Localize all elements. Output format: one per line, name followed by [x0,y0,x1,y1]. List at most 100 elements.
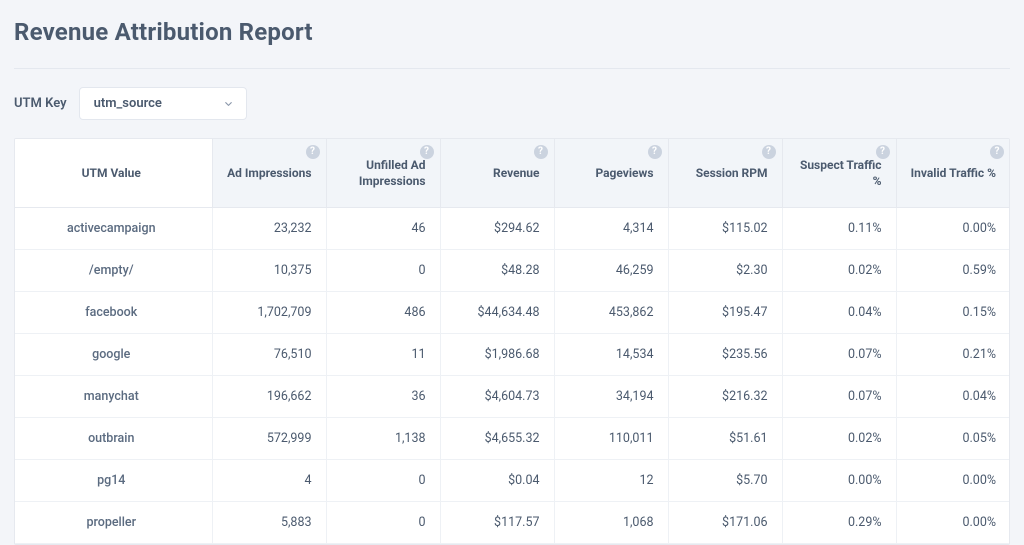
metric-cell: $171.06 [668,502,782,544]
metric-cell: 4,314 [554,208,668,250]
help-icon[interactable]: ? [306,145,320,159]
metric-cell: 0.00% [896,502,1010,544]
utm-value-cell: activecampaign [15,208,212,250]
table-body: activecampaign23,23246$294.624,314$115.0… [15,208,1010,544]
metric-cell: 572,999 [212,418,326,460]
metric-cell: 453,862 [554,292,668,334]
metric-cell: $117.57 [440,502,554,544]
metric-cell: $48.28 [440,250,554,292]
metric-cell: $294.62 [440,208,554,250]
column-header-label: Pageviews [595,166,653,180]
metric-cell: $4,604.73 [440,376,554,418]
metric-cell: $51.61 [668,418,782,460]
metric-cell: 0.07% [782,376,896,418]
table-row: /empty/10,3750$48.2846,259$2.300.02%0.59… [15,250,1010,292]
utm-value-cell: /empty/ [15,250,212,292]
metric-cell: 0.02% [782,250,896,292]
metric-cell: 11 [326,334,440,376]
table-header-row: UTM ValueAd Impressions?Unfilled Ad Impr… [15,139,1010,208]
table-row: outbrain572,9991,138$4,655.32110,011$51.… [15,418,1010,460]
metric-cell: 0.00% [896,460,1010,502]
metric-cell: 36 [326,376,440,418]
table-row: activecampaign23,23246$294.624,314$115.0… [15,208,1010,250]
metric-cell: $1,986.68 [440,334,554,376]
metric-cell: 0.21% [896,334,1010,376]
metric-cell: 0.15% [896,292,1010,334]
metric-cell: 0 [326,502,440,544]
metric-cell: $2.30 [668,250,782,292]
metric-cell: 196,662 [212,376,326,418]
metric-cell: 0.00% [782,460,896,502]
utm-value-cell: outbrain [15,418,212,460]
column-header[interactable]: Ad Impressions? [212,139,326,208]
help-icon[interactable]: ? [420,145,434,159]
divider [14,68,1010,69]
table-row: pg1440$0.0412$5.700.00%0.00% [15,460,1010,502]
metric-cell: $235.56 [668,334,782,376]
metric-cell: 5,883 [212,502,326,544]
column-header[interactable]: Session RPM? [668,139,782,208]
column-header[interactable]: UTM Value [15,139,212,208]
metric-cell: $0.04 [440,460,554,502]
metric-cell: 0.02% [782,418,896,460]
metric-cell: 0.04% [896,376,1010,418]
metric-cell: 1,702,709 [212,292,326,334]
metric-cell: 1,068 [554,502,668,544]
metric-cell: 0.04% [782,292,896,334]
help-icon[interactable]: ? [990,145,1004,159]
metric-cell: 12 [554,460,668,502]
metric-cell: 0.11% [782,208,896,250]
metric-cell: 0.00% [896,208,1010,250]
metric-cell: 486 [326,292,440,334]
column-header[interactable]: Pageviews? [554,139,668,208]
filter-row: UTM Key utm_source [14,87,1010,120]
help-icon[interactable]: ? [648,145,662,159]
attribution-table: UTM ValueAd Impressions?Unfilled Ad Impr… [15,139,1010,544]
column-header[interactable]: Unfilled Ad Impressions? [326,139,440,208]
column-header-label: UTM Value [82,166,141,180]
help-icon[interactable]: ? [762,145,776,159]
utm-key-select-value: utm_source [94,96,162,111]
column-header-label: Suspect Traffic % [800,158,882,188]
metric-cell: $115.02 [668,208,782,250]
utm-value-cell: google [15,334,212,376]
metric-cell: 0.07% [782,334,896,376]
column-header[interactable]: Suspect Traffic %? [782,139,896,208]
table-row: manychat196,66236$4,604.7334,194$216.320… [15,376,1010,418]
help-icon[interactable]: ? [876,145,890,159]
page-title: Revenue Attribution Report [14,18,1010,46]
utm-value-cell: pg14 [15,460,212,502]
metric-cell: 0 [326,250,440,292]
column-header[interactable]: Revenue? [440,139,554,208]
column-header[interactable]: Invalid Traffic %? [896,139,1010,208]
metric-cell: $4,655.32 [440,418,554,460]
metric-cell: 34,194 [554,376,668,418]
metric-cell: 1,138 [326,418,440,460]
table-row: facebook1,702,709486$44,634.48453,862$19… [15,292,1010,334]
column-header-label: Session RPM [696,166,768,180]
metric-cell: 0.59% [896,250,1010,292]
help-icon[interactable]: ? [534,145,548,159]
metric-cell: 23,232 [212,208,326,250]
column-header-label: Ad Impressions [227,166,311,180]
metric-cell: 0.05% [896,418,1010,460]
utm-value-cell: facebook [15,292,212,334]
metric-cell: $44,634.48 [440,292,554,334]
metric-cell: $5.70 [668,460,782,502]
table-row: google76,51011$1,986.6814,534$235.560.07… [15,334,1010,376]
metric-cell: 0.29% [782,502,896,544]
metric-cell: 14,534 [554,334,668,376]
metric-cell: 76,510 [212,334,326,376]
metric-cell: 110,011 [554,418,668,460]
chevron-down-icon [223,98,234,109]
table-row: propeller5,8830$117.571,068$171.060.29%0… [15,502,1010,544]
metric-cell: 4 [212,460,326,502]
column-header-label: Invalid Traffic % [911,166,996,180]
metric-cell: 46,259 [554,250,668,292]
utm-value-cell: propeller [15,502,212,544]
metric-cell: 46 [326,208,440,250]
column-header-label: Unfilled Ad Impressions [359,158,426,188]
metric-cell: $195.47 [668,292,782,334]
metric-cell: 10,375 [212,250,326,292]
utm-key-select[interactable]: utm_source [79,87,247,120]
